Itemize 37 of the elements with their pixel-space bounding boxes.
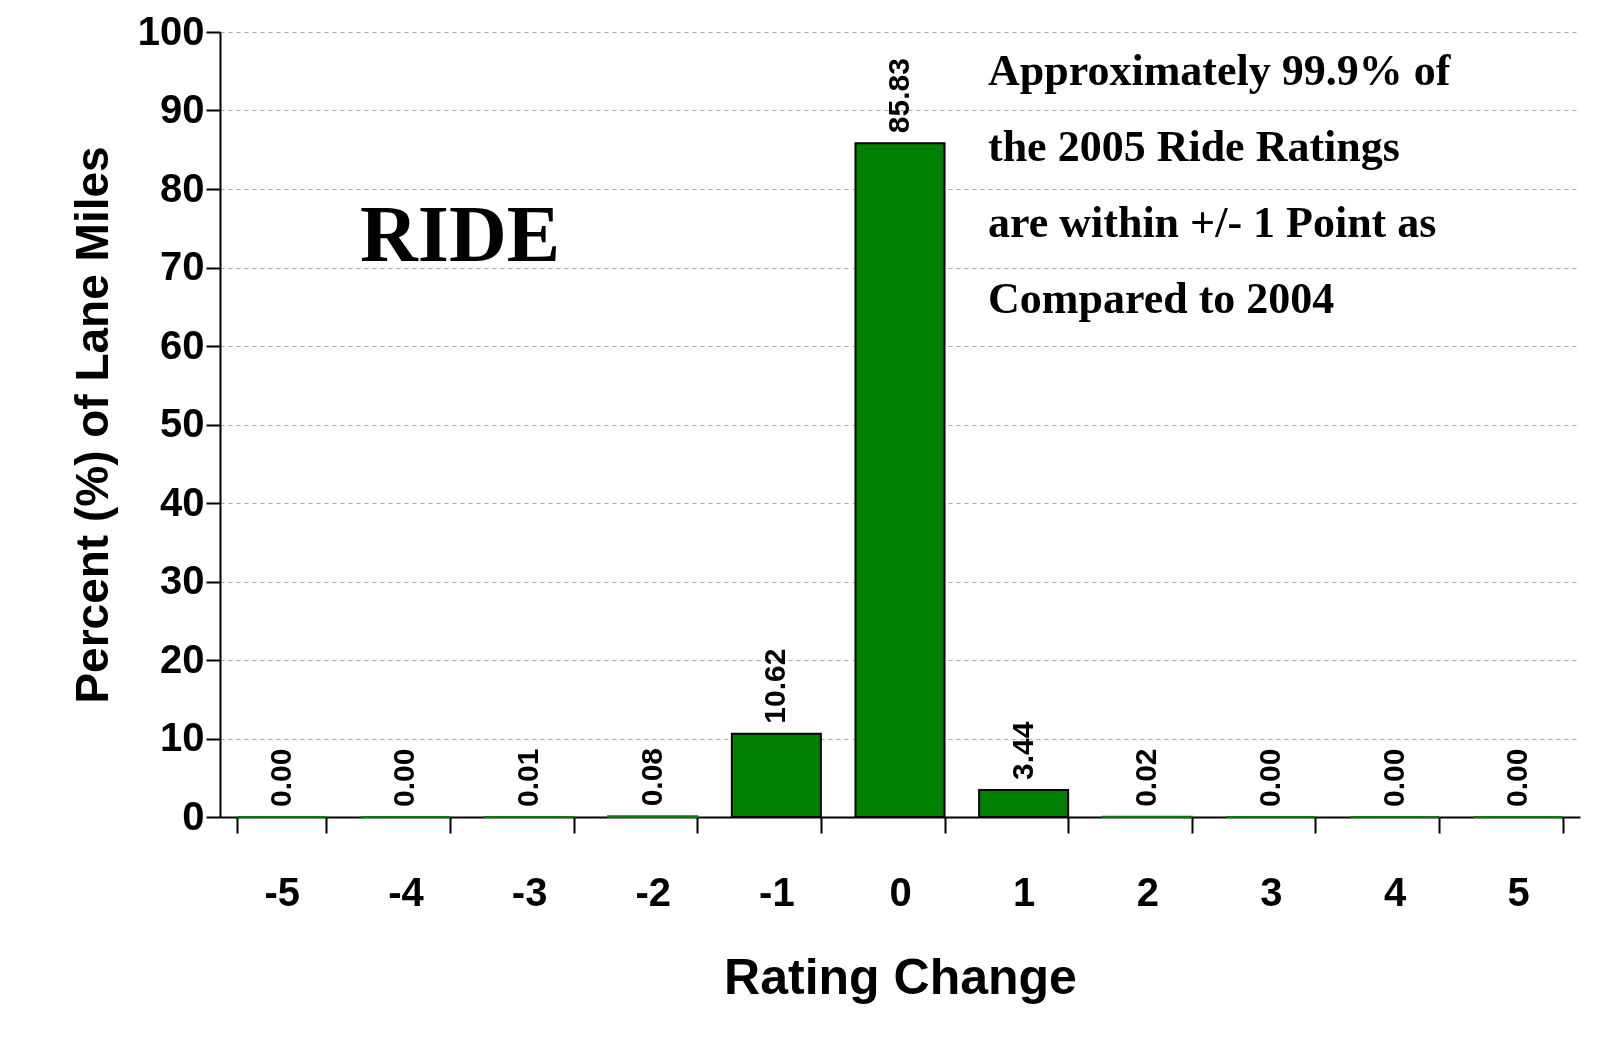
x-tick-label: 2: [1136, 869, 1159, 914]
data-label: 10.62: [758, 648, 792, 724]
data-label: 0.00: [1500, 748, 1534, 807]
data-label: 0.02: [1129, 748, 1163, 807]
x-tick-label: 4: [1383, 869, 1407, 914]
x-axis-title: Rating Change: [724, 948, 1077, 1005]
y-tick-label: 70: [160, 244, 205, 288]
x-tick-label: -2: [635, 869, 672, 914]
data-label: 0.00: [387, 748, 421, 807]
y-tick-label: 60: [160, 322, 205, 367]
x-tick-label: -5: [264, 869, 301, 914]
y-tick-label: 20: [160, 636, 205, 681]
y-tick-label: 80: [160, 165, 205, 210]
data-label: 0.00: [263, 748, 297, 807]
y-tick-label: 100: [137, 8, 205, 53]
y-tick-label: 10: [160, 715, 205, 759]
y-axis-title: Percent (%) of Lane Miles: [65, 146, 118, 704]
y-tick-label: 30: [160, 558, 205, 602]
y-tick-label: 0: [182, 793, 205, 838]
annotation: Approximately 99.9% of the 2005 Ride Ratings are within +/- 1 Point as Compared to 2004: [988, 46, 1452, 323]
x-tick-label: -3: [511, 869, 548, 914]
data-label: 85.83: [882, 58, 915, 134]
y-tick-label: 90: [160, 87, 205, 131]
data-label: 3.44: [1005, 721, 1039, 780]
data-label: 0.08: [634, 747, 668, 807]
x-tick-label: 5: [1507, 869, 1530, 914]
data-label: 0.00: [1252, 748, 1286, 807]
x-tick-label: 1: [1013, 869, 1036, 914]
x-tick-label: 0: [889, 869, 912, 914]
x-tick-label: -1: [759, 869, 795, 914]
data-label: 0.00: [1376, 748, 1410, 807]
y-tick-label: 50: [160, 401, 205, 445]
data-label: 0.01: [511, 748, 545, 807]
x-tick-label: 3: [1260, 869, 1283, 914]
annotation: RIDE: [360, 190, 561, 278]
x-tick-label: -4: [388, 869, 425, 914]
y-tick-label: 40: [160, 479, 205, 524]
